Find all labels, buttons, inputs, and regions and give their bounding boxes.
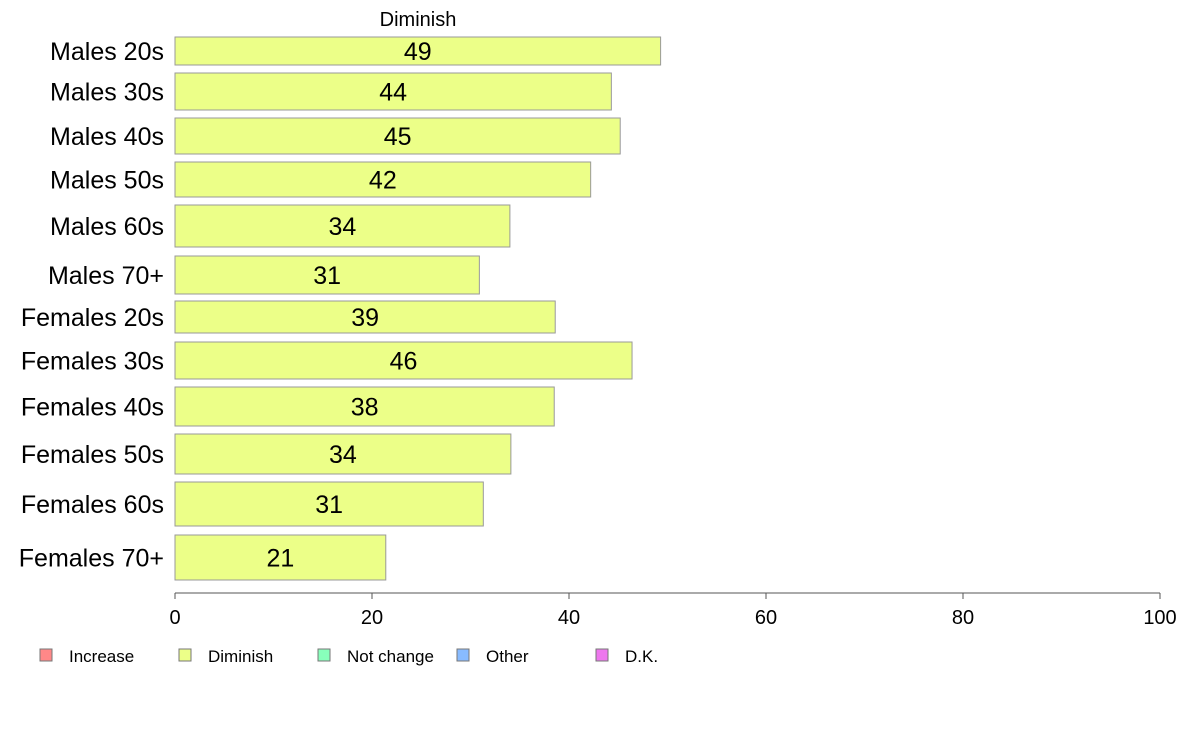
- bar: [174, 255, 480, 295]
- bars-group: Males 20s 49 Males 30s 44 Males 40s 45 Males 5…: [19, 36, 662, 581]
- category-label: Males 60s: [50, 213, 164, 241]
- category-label: Males 30s: [50, 79, 164, 107]
- category-label: Males 40s: [50, 123, 164, 151]
- data-label: 44: [379, 79, 407, 107]
- bar: [174, 72, 612, 111]
- bar: [174, 36, 662, 66]
- bar: [174, 386, 555, 427]
- bar: [174, 481, 484, 527]
- x-axis: 0 20 40 60 80 100: [169, 592, 1177, 629]
- x-tick-label: 20: [361, 607, 383, 629]
- legend-label: Not change: [347, 647, 434, 666]
- legend-label: D.K.: [625, 647, 658, 666]
- legend-label: Other: [486, 647, 529, 666]
- bar: [174, 341, 633, 380]
- category-label: Females 70+: [19, 545, 164, 573]
- data-label: 45: [384, 123, 412, 151]
- category-label: Males 70+: [48, 262, 164, 290]
- data-label: 21: [266, 545, 294, 573]
- data-label: 34: [329, 441, 357, 469]
- data-label: 31: [313, 262, 341, 290]
- x-tick-label: 40: [558, 607, 580, 629]
- data-label: 38: [351, 394, 379, 422]
- category-label: Females 30s: [21, 348, 164, 376]
- x-tick-label: 100: [1143, 607, 1176, 629]
- bar: [174, 161, 592, 198]
- bar: [174, 534, 387, 581]
- category-label: Females 40s: [21, 394, 164, 422]
- x-tick-label: 0: [169, 607, 180, 629]
- bar: [174, 204, 511, 248]
- legend-swatch: [178, 648, 192, 662]
- legend: Increase Diminish Not change Other D.K.: [39, 647, 658, 666]
- legend-swatch: [317, 648, 331, 662]
- bar: [174, 117, 621, 155]
- legend-swatch: [595, 648, 609, 662]
- x-tick-label: 60: [755, 607, 777, 629]
- category-label: Females 50s: [21, 441, 164, 469]
- legend-label: Diminish: [208, 647, 273, 666]
- data-label: 31: [315, 491, 343, 519]
- legend-swatch: [39, 648, 53, 662]
- category-label: Males 50s: [50, 167, 164, 195]
- category-label: Females 60s: [21, 491, 164, 519]
- data-label: 34: [329, 213, 357, 241]
- bar: [174, 433, 512, 475]
- x-tick-label: 80: [952, 607, 974, 629]
- legend-swatch: [456, 648, 470, 662]
- chart-title: Diminish: [380, 9, 457, 31]
- data-label: 49: [404, 38, 432, 66]
- bar: [174, 300, 556, 334]
- legend-label: Increase: [69, 647, 134, 666]
- category-label: Males 20s: [50, 38, 164, 66]
- category-label: Females 20s: [21, 304, 164, 332]
- data-label: 39: [351, 304, 379, 332]
- data-label: 46: [390, 348, 418, 376]
- data-label: 42: [369, 167, 397, 195]
